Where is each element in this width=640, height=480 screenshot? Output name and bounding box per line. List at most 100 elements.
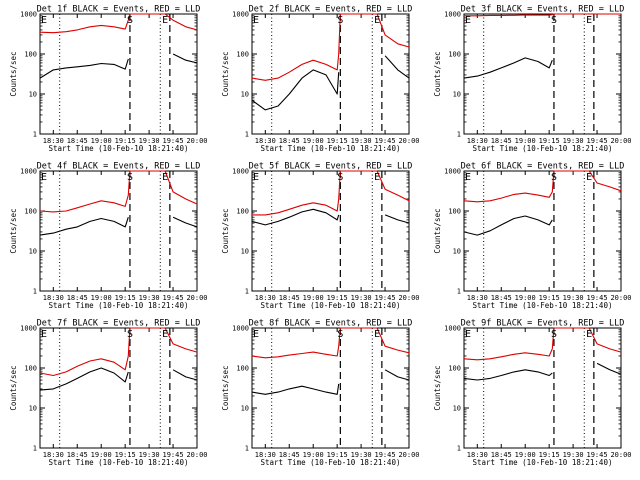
events-series-line [172,216,198,228]
x-tick-label: 19:45 [375,451,396,459]
x-tick-label: 18:45 [491,137,512,145]
events-series-line [463,57,553,79]
panel-9: Det 9f BLACK = Events, RED = LLD 1 10 100 10… [433,319,632,468]
plot-frame [463,327,622,449]
x-tick-label: 20:00 [398,294,419,302]
events-series-line [463,369,553,381]
marker-e-1: E [41,15,47,26]
plot-frame [251,170,410,292]
x-tick-label: 18:45 [67,451,88,459]
panel-title: Det 3f BLACK = Events, RED = LLD [461,5,625,15]
lld-series-line [39,170,198,213]
x-tick-label: 19:45 [587,294,608,302]
y-tick-label: 100 [448,51,461,59]
x-tick-label: 19:45 [163,294,184,302]
y-tick-label: 100 [24,51,37,59]
marker-s-2: S [551,329,557,340]
y-tick-label: 100 [24,208,37,216]
marker-e-3: E [162,15,168,26]
y-tick-label: 1000 [20,11,37,19]
marker-s-2: S [127,15,133,26]
x-tick-label: 19:15 [327,451,348,459]
y-tick-label: 1000 [232,11,249,19]
x-tick-label: 19:00 [91,137,112,145]
marker-e-1: E [253,329,259,340]
x-tick-label: 19:15 [539,294,560,302]
panel-8: Det 8f BLACK = Events, RED = LLD 1 10 100 10… [221,319,420,468]
y-axis-label: Counts/sec [433,208,442,253]
panel-1: Det 1f BLACK = Events, RED = LLD 1 10 100 10… [9,5,208,154]
x-tick-label: 19:30 [139,137,160,145]
marker-e-1: E [253,15,259,26]
y-tick-label: 10 [453,405,461,413]
y-axis-label: Counts/sec [9,51,18,96]
marker-e-3: E [374,329,380,340]
y-tick-label: 1 [33,131,37,139]
panel-title: Det 5f BLACK = Events, RED = LLD [249,162,413,172]
y-tick-label: 100 [236,365,249,373]
marker-e-1: E [465,329,471,340]
x-tick-label: 18:30 [43,137,64,145]
panel-title: Det 9f BLACK = Events, RED = LLD [461,319,625,329]
x-tick-label: 20:00 [398,451,419,459]
lld-series-line [463,327,622,361]
y-axis-label: Counts/sec [221,208,230,253]
x-tick-label: 20:00 [610,451,631,459]
marker-s-2: S [337,15,343,26]
x-tick-label: 19:15 [539,137,560,145]
x-tick-label: 19:00 [303,451,324,459]
x-tick-label: 19:00 [303,294,324,302]
x-tick-label: 19:45 [587,451,608,459]
x-tick-label: 18:45 [279,137,300,145]
y-tick-label: 1 [457,131,461,139]
y-tick-label: 10 [453,91,461,99]
x-tick-label: 20:00 [186,451,207,459]
plot-frame [39,327,198,449]
x-tick-label: 19:30 [351,294,372,302]
x-tick-label: 19:30 [563,451,584,459]
x-tick-label: 19:00 [91,294,112,302]
x-tick-label: 19:45 [163,137,184,145]
x-tick-label: 20:00 [610,137,631,145]
x-tick-label: 20:00 [186,137,207,145]
y-axis-label: Counts/sec [433,51,442,96]
panel-title: Det 2f BLACK = Events, RED = LLD [249,5,413,15]
x-tick-label: 19:15 [115,294,136,302]
events-series-line [463,215,553,236]
y-tick-label: 100 [24,365,37,373]
y-tick-label: 10 [241,405,249,413]
y-tick-label: 1 [245,288,249,296]
x-axis-label: Start Time (10-Feb-10 18:21:40) [261,144,401,153]
x-tick-label: 19:15 [115,451,136,459]
y-tick-label: 1 [245,131,249,139]
x-tick-label: 18:30 [467,137,488,145]
marker-e-1: E [41,329,47,340]
panel-title: Det 7f BLACK = Events, RED = LLD [37,319,201,329]
y-tick-label: 100 [236,208,249,216]
y-axis-label: Counts/sec [221,51,230,96]
plot-frame [463,13,622,135]
events-series-line [172,53,198,64]
y-axis-label: Counts/sec [433,365,442,410]
marker-e-3: E [162,172,168,183]
plot-frame [39,170,198,292]
marker-e-3: E [586,15,592,26]
x-tick-label: 19:15 [327,137,348,145]
marker-s-2: S [127,329,133,340]
x-axis-label: Start Time (10-Feb-10 18:21:40) [49,301,189,310]
x-tick-label: 18:45 [491,294,512,302]
y-tick-label: 10 [29,91,37,99]
x-tick-label: 20:00 [186,294,207,302]
y-tick-label: 1 [457,445,461,453]
y-tick-label: 10 [29,405,37,413]
plot-frame [39,13,198,135]
x-tick-label: 19:45 [587,137,608,145]
marker-e-3: E [586,329,592,340]
y-tick-label: 1 [33,288,37,296]
marker-e-1: E [41,172,47,183]
panel-6: Det 6f BLACK = Events, RED = LLD 1 10 100 10… [433,162,632,311]
x-axis-label: Start Time (10-Feb-10 18:21:40) [473,458,613,467]
panel-4: Det 4f BLACK = Events, RED = LLD 1 10 100 10… [9,162,208,311]
y-tick-label: 100 [448,208,461,216]
y-axis-label: Counts/sec [221,365,230,410]
